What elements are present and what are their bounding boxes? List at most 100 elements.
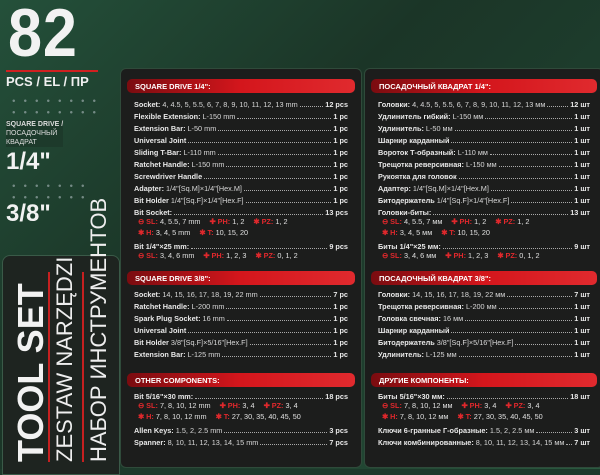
dot-leader xyxy=(515,344,573,345)
bit-type: ✱ PZ: 1, 2 xyxy=(495,217,529,226)
item-quantity: 1 pc xyxy=(333,338,348,347)
list-item: Ключи 6-гранные Г-образные: 1.5, 2, 2.5 м… xyxy=(378,423,590,435)
dot-leader xyxy=(226,320,332,321)
bit-type-sizes: 10, 15, 20 xyxy=(215,228,249,237)
item-quantity: 1 шт xyxy=(574,350,590,359)
item-detail: 1/4"[Sq.M]×1/4"[Hex.M] xyxy=(166,184,242,193)
list-item: Flexible Extension: L-150 mm 1 pc xyxy=(134,109,348,121)
dot-leader xyxy=(511,202,573,203)
bit-type-symbol: ⊖ SL: xyxy=(382,217,402,226)
list-item: Головка свечная: 16 мм 1 шт xyxy=(378,311,590,323)
item-quantity: 7 pcs xyxy=(329,438,348,447)
item-detail: 1.5, 2, 2.5 mm xyxy=(175,426,223,435)
item-detail: 8, 10, 11, 12, 13, 14, 15 мм xyxy=(475,438,565,447)
item-name: Головки-биты: xyxy=(378,208,432,217)
item-name: Extension Bar: xyxy=(134,124,186,133)
bit-type-symbol: ⊖ SL: xyxy=(382,401,402,410)
item-quantity: 1 шт xyxy=(574,172,590,181)
item-list: Bit 5/16"×30 mm: 18 pcs ⊖ SL: 7, 8, 10, 12… xyxy=(134,389,348,447)
dot-leader xyxy=(188,332,332,333)
piece-count: 82 xyxy=(8,0,78,71)
list-item: Шарнир карданный 1 шт xyxy=(378,323,590,335)
item-quantity: 1 шт xyxy=(574,136,590,145)
bit-type-sizes: 0, 1, 2 xyxy=(519,251,540,260)
bit-type-sizes: 27, 30, 35, 40, 45, 50 xyxy=(231,412,301,421)
list-item: Universal Joint 1 pc xyxy=(134,133,348,145)
item-detail: 1.5, 2, 2.5 мм xyxy=(489,426,535,435)
bit-type-sizes: 27, 30, 35, 40, 45, 50 xyxy=(473,412,543,421)
item-detail: 1/4"[Sq.F]×1/4"[Hex.F] xyxy=(170,196,244,205)
dot-leader xyxy=(442,248,573,249)
pcs-label: PCS / EL / ПР xyxy=(6,74,89,89)
bit-type: ✚ PH: 1, 2, 3 xyxy=(203,251,246,260)
bit-sizes-line: ⊖ SL: 7, 8, 10, 12 мм ✚ PH: 3, 4 ✚ PZ: 3, … xyxy=(378,401,590,412)
list-item: Spanner: 8, 10, 11, 12, 13, 14, 15 mm 7 pc… xyxy=(134,435,348,447)
item-detail: 3/8"[Sq.F]×5/16"[Hex.F] xyxy=(436,338,514,347)
dot-leader xyxy=(446,398,569,399)
item-quantity: 1 шт xyxy=(574,124,590,133)
item-detail: 8, 10, 11, 12, 13, 14, 15 mm xyxy=(167,438,259,447)
dot-leader xyxy=(245,202,332,203)
dot-pattern xyxy=(8,180,88,206)
dot-leader xyxy=(485,118,573,119)
item-quantity: 13 шт xyxy=(570,208,590,217)
contents-panel-en: SQUARE DRIVE 1/4": Socket: 4, 4.5, 5, 5.5,… xyxy=(120,68,362,468)
item-detail: 1/4"[Sq.M]×1/4"[Hex.M] xyxy=(412,184,489,193)
item-quantity: 9 pcs xyxy=(329,242,348,251)
bit-type-symbol: ✱ T: xyxy=(441,228,456,237)
bit-type-sizes: 3, 4 xyxy=(242,401,255,410)
bit-type-symbol: ✱ PZ: xyxy=(497,251,518,260)
dot-leader xyxy=(204,178,332,179)
bit-type: ⊖ SL: 3, 4, 6 мм xyxy=(382,251,436,260)
list-item: Головки: 4, 4.5, 5, 5.5, 6, 7, 8, 9, 10, … xyxy=(378,97,590,109)
item-quantity: 1 pc xyxy=(333,196,348,205)
item-quantity: 9 шт xyxy=(574,242,590,251)
divider xyxy=(6,70,98,72)
item-name: Удлинитель: xyxy=(378,124,424,133)
title-ru: НАБОР ИНСТРУМЕНТОВ xyxy=(82,198,116,462)
item-detail: L-110 mm xyxy=(183,148,216,157)
bit-type: ✱ PZ: 0, 1, 2 xyxy=(497,251,539,260)
item-quantity: 1 шт xyxy=(574,326,590,335)
list-item: Удлинитель: L-50 мм 1 шт xyxy=(378,121,590,133)
square-drive-label: SQUARE DRIVE / ПОСАДОЧНЫЙ КВАДРАТ xyxy=(6,120,64,147)
item-quantity: 1 pc xyxy=(333,124,348,133)
item-name: Вороток Т-образный: xyxy=(378,148,456,157)
bit-type: ✚ PZ: 3, 4 xyxy=(505,401,539,410)
bit-type-sizes: 3, 4 xyxy=(527,401,540,410)
item-name: Головка свечная: xyxy=(378,314,441,323)
list-item: Вороток Т-образный: L-110 мм 1 шт xyxy=(378,145,590,157)
item-quantity: 3 pcs xyxy=(329,426,348,435)
item-quantity: 1 шт xyxy=(574,184,590,193)
bit-type-symbol: ✱ T: xyxy=(215,412,230,421)
list-item: Трещотка реверсивная: L-200 мм 1 шт xyxy=(378,299,590,311)
item-list: Socket: 4, 4.5, 5, 5.5, 6, 7, 8, 9, 10, 1… xyxy=(134,97,348,262)
item-name: Адаптер: xyxy=(378,184,411,193)
section-header: OTHER COMPONENTS: xyxy=(127,373,355,387)
list-item: Bit Socket: 13 pcs xyxy=(134,205,348,217)
bit-type: ✱ PZ: 1, 2 xyxy=(253,217,287,226)
bit-type: ✚ PH: 1, 2 xyxy=(210,217,245,226)
item-name: Удлинитель: xyxy=(378,350,424,359)
item-name: Головки: xyxy=(378,100,411,109)
item-name: Bit Holder xyxy=(134,338,169,347)
item-quantity: 3 шт xyxy=(574,426,590,435)
list-item: Adapter: 1/4"[Sq.M]×1/4"[Hex.M] 1 pc xyxy=(134,181,348,193)
item-detail: L-50 мм xyxy=(425,124,453,133)
dot-leader xyxy=(454,130,573,131)
dot-leader xyxy=(536,432,573,433)
list-item: Screwdriver Handle 1 pc xyxy=(134,169,348,181)
dot-leader xyxy=(174,214,324,215)
list-item: Bit 1/4"×25 mm: 9 pcs xyxy=(134,239,348,251)
item-detail: L-150 мм xyxy=(465,160,497,169)
item-detail: L-200 mm xyxy=(191,302,225,311)
bit-type: ✱ T: 10, 15, 20 xyxy=(199,228,248,237)
item-name: Битодержатель xyxy=(378,196,435,205)
item-name: Удлинитель гибкий: xyxy=(378,112,451,121)
bit-type-symbol: ✱ T: xyxy=(199,228,214,237)
bit-type: ✱ H: 7, 8, 10, 12 мм xyxy=(382,412,448,421)
item-name: Adapter: xyxy=(134,184,164,193)
bit-type: ✱ PZ: 0, 1, 2 xyxy=(255,251,297,260)
item-quantity: 1 pc xyxy=(333,350,348,359)
list-item: Bit Holder 3/8"[Sq.F]×5/16"[Hex.F] 1 pc xyxy=(134,335,348,347)
